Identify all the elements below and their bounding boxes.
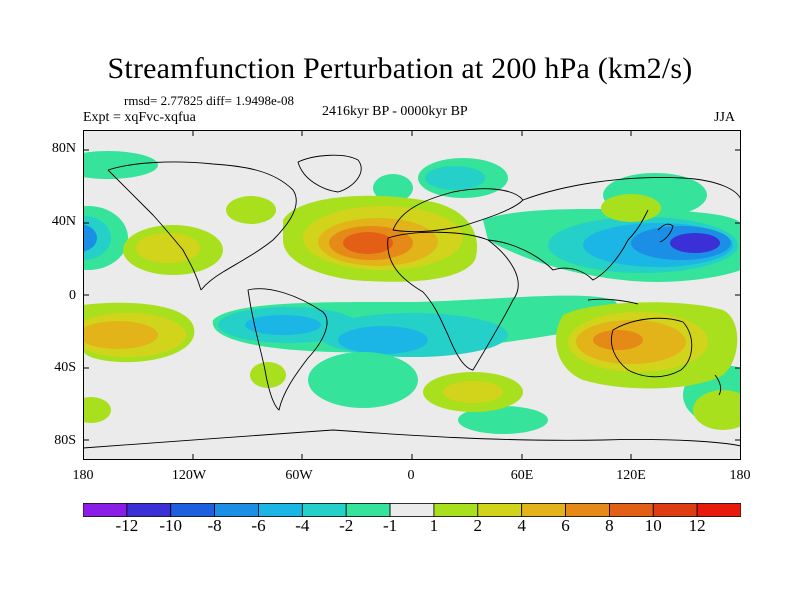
contour-negative — [338, 326, 428, 354]
lon-tick-120e: 120E — [616, 468, 646, 483]
lat-tick-40s: 40S — [54, 360, 76, 375]
contour-positive — [443, 381, 503, 403]
colorbar — [83, 503, 741, 517]
colorbar-swatch — [609, 503, 654, 517]
chart-title: Streamfunction Perturbation at 200 hPa (… — [107, 52, 693, 85]
colorbar-swatch — [345, 503, 391, 517]
lat-tick-80s: 80S — [54, 433, 76, 448]
coast-australia — [610, 317, 693, 378]
contour-negative — [373, 174, 413, 202]
colorbar-label: -6 — [251, 516, 266, 535]
contour-negative — [670, 233, 720, 253]
coast-north-america — [107, 161, 297, 291]
colorbar-label: 4 — [517, 516, 526, 535]
period-label: 2416kyr BP - 0000kyr BP — [322, 104, 468, 119]
lat-tick-0: 0 — [69, 288, 76, 303]
lon-tick-120w: 120W — [171, 468, 207, 483]
colorbar-swatch — [565, 503, 610, 517]
colorbar-swatch — [126, 503, 172, 517]
lon-tick-60e: 60E — [510, 468, 534, 483]
coast-greenland — [297, 154, 362, 193]
colorbar-label: 12 — [688, 516, 706, 535]
coast-africa — [387, 231, 519, 371]
coast-asia-south — [487, 209, 649, 281]
lat-tick-80n: 80N — [51, 141, 76, 156]
colorbar-swatch — [521, 503, 566, 517]
colorbar-label: -10 — [159, 516, 183, 535]
season-label: JJA — [714, 110, 736, 125]
contour-positive — [83, 321, 158, 349]
colorbar-label: 1 — [429, 516, 439, 535]
colorbar-swatch — [170, 503, 216, 517]
colorbar-label: 6 — [561, 516, 570, 535]
coastlines — [83, 154, 741, 449]
colorbar-swatch — [83, 503, 128, 517]
colorbar-label: -12 — [115, 516, 139, 535]
colorbar-swatch — [652, 503, 698, 517]
colorbar-swatch — [477, 503, 523, 517]
coast-japan — [657, 223, 674, 243]
contour-positive — [693, 390, 741, 430]
colorbar-swatch — [301, 503, 347, 517]
colorbar-label: -4 — [295, 516, 310, 535]
colorbar-swatch — [214, 503, 259, 517]
contour-positive — [601, 194, 661, 222]
lon-tick-0: 0 — [407, 468, 415, 483]
colorbar-label: 2 — [473, 516, 483, 535]
coast-south-america — [247, 288, 328, 411]
streamfunction-map — [83, 130, 741, 460]
colorbar-label: 8 — [605, 516, 614, 535]
coast-north-america-west — [107, 169, 202, 291]
colorbar-swatch — [433, 503, 479, 517]
colorbar-label: -2 — [339, 516, 354, 535]
coast-new-zealand — [714, 374, 722, 396]
contour-positive — [593, 330, 643, 350]
contour-negative — [458, 406, 548, 434]
contour-negative — [425, 166, 485, 190]
contour-negative — [83, 151, 158, 179]
lon-tick-180w: 180 — [72, 468, 94, 483]
lon-tick-180e: 180 — [729, 468, 751, 483]
contour-positive — [250, 362, 286, 388]
coast-antarctica — [83, 429, 741, 449]
coast-indonesia — [587, 298, 639, 305]
contour-negative — [308, 352, 418, 408]
contour-positive — [343, 232, 393, 254]
contour-positive — [83, 397, 111, 423]
lon-tick-60w: 60W — [285, 468, 313, 483]
contour-negative — [83, 224, 97, 252]
experiment-label: Expt = xqFvc-xqfua — [83, 110, 196, 125]
colorbar-label: -8 — [207, 516, 222, 535]
colorbar-swatch — [258, 503, 303, 517]
colorbar-swatch — [389, 503, 435, 517]
coast-asia-north — [522, 177, 741, 201]
contour-positive — [136, 233, 200, 263]
rmsd-stats: rmsd= 2.77825 diff= 1.9498e-08 — [124, 93, 295, 108]
colorbar-swatch — [696, 503, 741, 517]
contour-positive — [226, 196, 276, 224]
lat-tick-40n: 40N — [51, 214, 76, 229]
colorbar-label: -1 — [383, 516, 398, 535]
contour-negative — [245, 315, 321, 335]
colorbar-label: 10 — [644, 516, 662, 535]
axis-ticks — [83, 130, 741, 460]
